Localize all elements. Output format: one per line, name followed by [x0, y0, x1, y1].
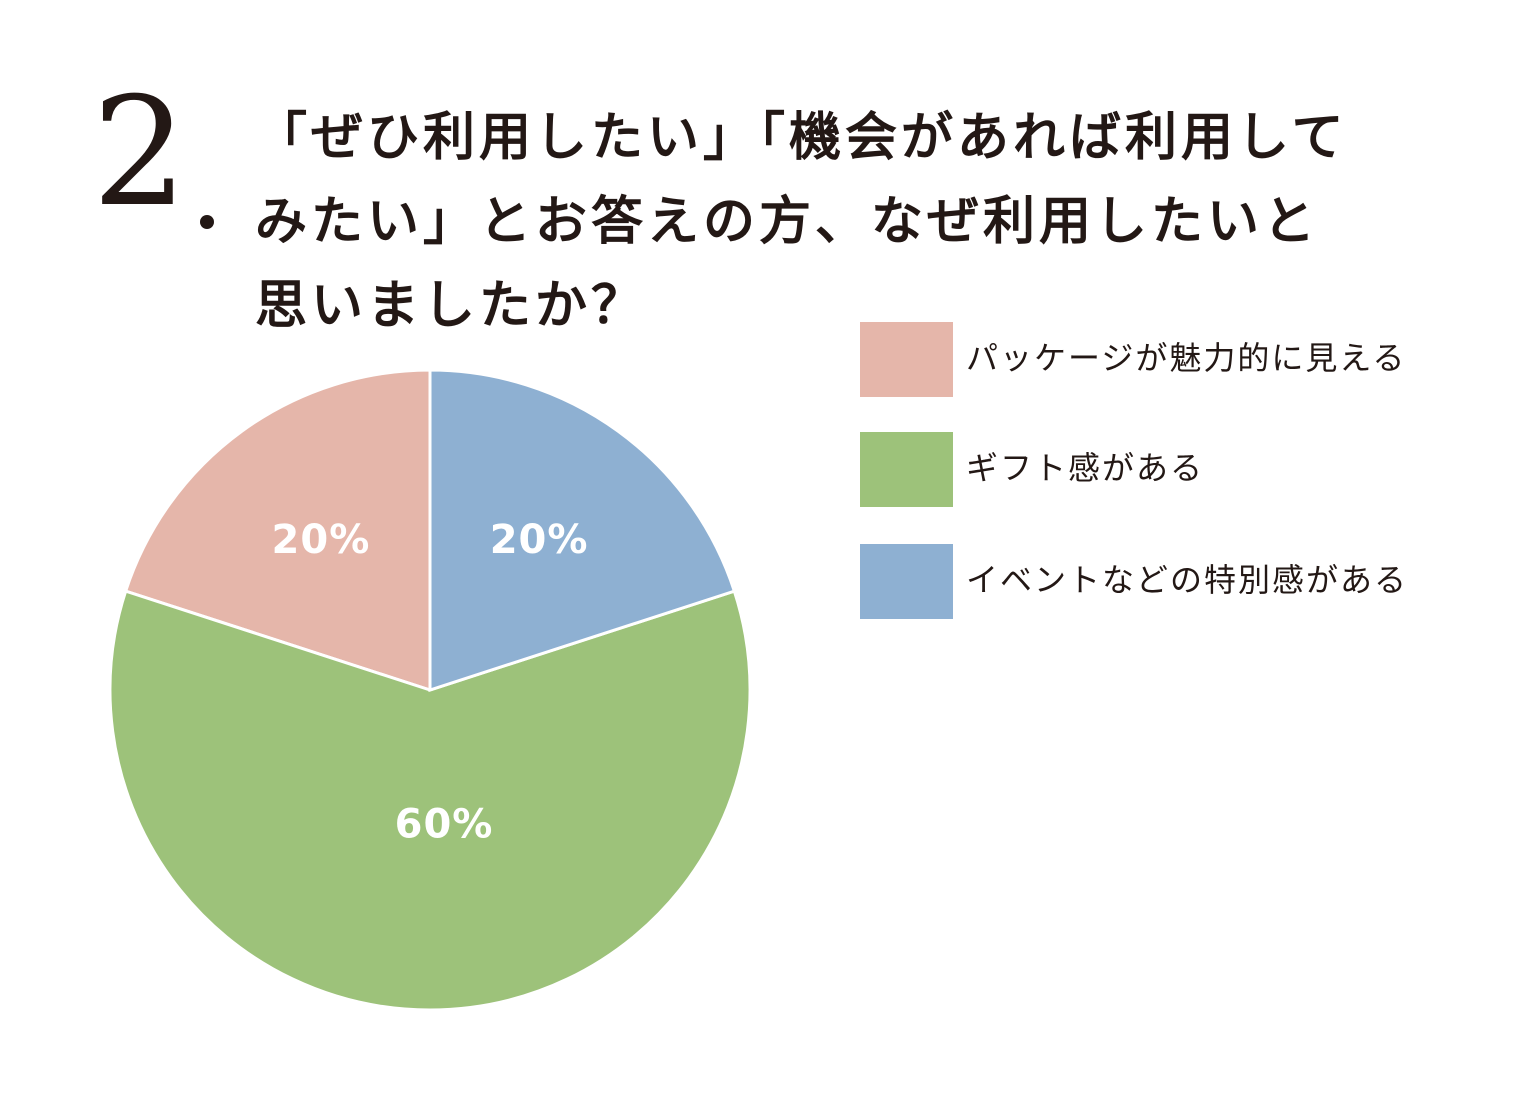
legend-swatch-package	[860, 322, 953, 397]
legend-label-event: イベントなどの特別感がある	[966, 561, 1409, 599]
legend-swatch-event	[860, 544, 953, 619]
pie-label-package: 20%	[272, 517, 371, 563]
question-number: 2	[92, 66, 188, 240]
pie-label-event: 20%	[490, 517, 589, 563]
pie-slice-package	[123, 368, 432, 693]
question-title-line-1: 「ぜひ利用したい」「機会があれば利用して	[255, 108, 1348, 168]
legend-label-package: パッケージが魅力的に見える	[966, 339, 1407, 377]
legend-item-gift: ギフト感がある	[860, 432, 1480, 508]
legend-item-package: パッケージが魅力的に見える	[860, 322, 1480, 398]
question-title: 「ぜひ利用したい」「機会があれば利用して みたい」とお答えの方、なぜ利用したいと…	[255, 96, 1405, 348]
legend-label-gift: ギフト感がある	[966, 449, 1205, 487]
legend-swatch-gift	[860, 432, 953, 507]
pie-label-gift: 60%	[395, 801, 494, 847]
question-title-line-3: 思いましたか？	[255, 276, 648, 336]
pie-slice-event	[428, 368, 737, 693]
legend-item-event: イベントなどの特別感がある	[860, 544, 1480, 620]
question-number-dot	[200, 215, 214, 229]
pie-slice-gift	[108, 589, 752, 1012]
question-title-line-2: みたい」とお答えの方、なぜ利用したいと	[255, 192, 1320, 252]
